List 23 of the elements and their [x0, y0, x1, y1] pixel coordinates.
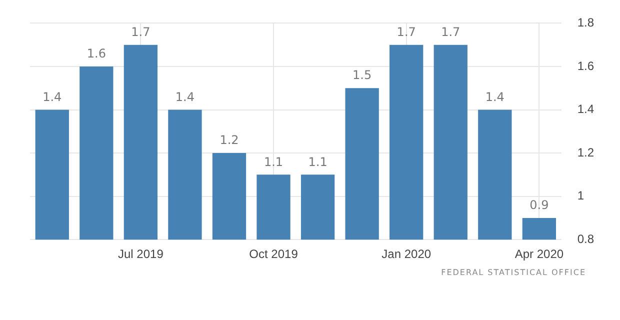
x-tick-label: Jul 2019	[118, 247, 164, 262]
data-label: 1.4	[175, 90, 195, 104]
data-label: 0.9	[530, 198, 549, 212]
data-label: 1.7	[131, 24, 150, 39]
data-label: 1.7	[441, 24, 460, 39]
data-label: 1.4	[485, 90, 504, 104]
data-label: 1.6	[86, 46, 106, 61]
data-label: 1.4	[42, 90, 62, 104]
data-label: 1.5	[352, 68, 372, 82]
y-tick-label: 1.4	[577, 102, 594, 116]
y-tick-label: 1	[577, 188, 584, 203]
y-tick-label: 1.6	[577, 58, 594, 73]
y-tick-label: 1.8	[577, 16, 594, 30]
data-label: 1.1	[308, 154, 328, 169]
data-label: 1.2	[220, 133, 239, 148]
data-label: 1.1	[264, 154, 284, 169]
text: FEDERAL STATISTICAL OFFICE	[441, 268, 586, 277]
x-tick-label: Jan 2020	[382, 247, 432, 262]
data-label: 1.7	[396, 24, 416, 39]
x-tick-label: Oct 2019	[249, 247, 298, 262]
y-tick-label: 1.2	[577, 145, 594, 160]
y-tick-label: 0.8	[577, 232, 594, 246]
x-tick-label: Apr 2020	[514, 247, 564, 262]
